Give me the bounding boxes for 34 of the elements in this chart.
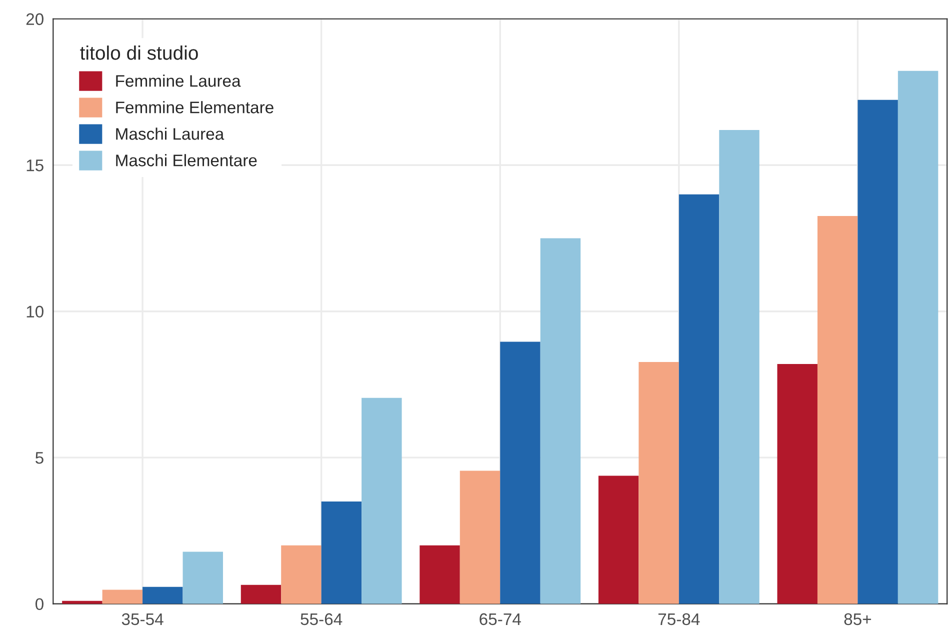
bar <box>281 545 322 604</box>
y-tick-label: 0 <box>36 598 44 610</box>
y-tick-label: 15 <box>26 160 44 172</box>
y-tick-label: 20 <box>26 13 44 26</box>
legend-title: titolo di studio <box>80 46 198 60</box>
bar <box>898 70 938 604</box>
x-tick-label: 55-64 <box>300 613 342 626</box>
bar <box>777 364 818 604</box>
y-tick-label: 5 <box>36 452 44 464</box>
x-tick-label: 65-74 <box>480 613 521 626</box>
bar <box>638 362 679 604</box>
bar <box>719 130 760 604</box>
x-tick-label: 75-84 <box>658 613 700 626</box>
bar <box>362 398 402 604</box>
bar <box>678 194 720 604</box>
x-tick-label: 35-54 <box>122 613 164 626</box>
bar <box>598 476 639 604</box>
bar <box>858 100 898 604</box>
bar <box>142 586 183 604</box>
legend-label: Maschi Laurea <box>116 128 224 140</box>
x-tick-label: 85+ <box>844 613 872 626</box>
y-tick-label: 10 <box>26 306 44 318</box>
legend-label: Femmine Laurea <box>116 74 241 87</box>
bar <box>321 501 362 604</box>
bar <box>420 545 460 604</box>
legend-label: Maschi Elementare <box>116 154 257 166</box>
bar <box>240 584 282 604</box>
bar <box>500 342 540 604</box>
bar <box>540 238 581 604</box>
bar <box>817 216 858 604</box>
bar <box>460 470 500 604</box>
bar <box>102 590 143 604</box>
legend-label: Femmine Elementare <box>116 101 274 114</box>
bar <box>182 552 223 604</box>
